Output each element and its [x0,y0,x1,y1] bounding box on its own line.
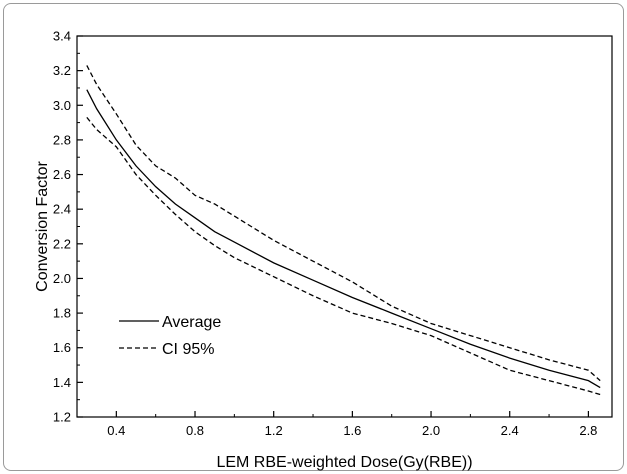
legend-label-ci95: CI 95% [162,341,214,358]
y-tick-label: 1.4 [53,375,71,390]
y-axis: 1.2 1.4 1.6 1.8 2.0 2.2 2.4 2.6 2.8 3.0 3.2 3.4 [53,29,83,425]
x-tick-label: 0.4 [107,423,125,438]
x-axis-title: LEM RBE-weighted Dose(Gy(RBE)) [216,454,472,471]
figure-frame [3,3,624,471]
x-tick-label: 2.8 [579,423,597,438]
legend: Average CI 95% [119,314,221,358]
series-line-average [86,89,601,389]
series-line-ci95-upper [86,65,601,382]
y-axis-title: Conversion Factor [34,160,51,291]
x-tick-label: 1.2 [265,423,283,438]
y-tick-label: 2.6 [53,167,71,182]
y-tick-label: 3.0 [53,98,71,113]
series-line-ci95-lower [86,116,601,396]
plot-border [76,35,613,418]
x-axis: 0.4 0.8 1.2 1.6 2.0 2.4 2.8 [76,411,597,438]
x-tick-label: 1.6 [343,423,361,438]
y-tick-label: 2.0 [53,271,71,286]
y-tick-label: 1.2 [53,410,71,425]
y-tick-label: 3.4 [53,29,71,44]
x-tick-label: 0.8 [186,423,204,438]
y-tick-label: 1.8 [53,306,71,321]
plot-area [76,35,613,418]
x-tick-label: 2.4 [501,423,519,438]
legend-label-average: Average [162,314,221,331]
y-tick-label: 3.2 [53,63,71,78]
y-tick-label: 2.4 [53,202,71,217]
series-layer [86,65,601,396]
y-tick-label: 2.2 [53,236,71,251]
x-tick-label: 2.0 [422,423,440,438]
y-tick-label: 2.8 [53,132,71,147]
y-tick-label: 1.6 [53,340,71,355]
